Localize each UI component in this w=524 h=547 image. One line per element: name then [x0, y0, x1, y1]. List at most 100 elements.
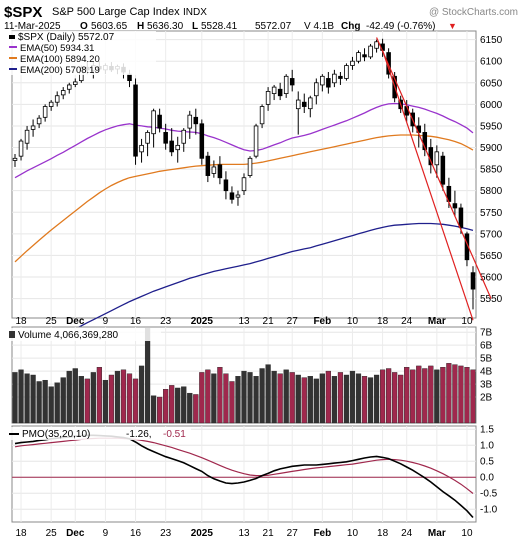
volume-bar	[307, 376, 313, 424]
candle-body	[187, 114, 193, 129]
candle-body	[356, 52, 361, 62]
candle-body	[332, 73, 337, 84]
legend-pmo-value: -1.26,	[126, 429, 152, 440]
volume-bar	[60, 377, 66, 424]
volume-bar	[410, 369, 416, 424]
legend-volume: Volume 4,066,369,280	[18, 330, 119, 341]
volume-bar	[289, 372, 295, 424]
legend-ema200: EMA(200) 5708.19	[20, 65, 100, 76]
pmo-tick-label: 1.5	[480, 425, 494, 436]
x-tick-label: 10	[461, 316, 473, 327]
x-tick-label: 25	[46, 316, 58, 327]
candle-body	[308, 97, 313, 110]
candle-body	[350, 60, 355, 66]
volume-bar	[428, 365, 434, 424]
volume-bar	[48, 386, 54, 424]
x-tick-label: 13	[238, 528, 250, 539]
candle-body	[157, 114, 162, 129]
volume-panel: 2B 3B 4B 5B 6B 7B	[11, 326, 493, 424]
x-tick-label: 10	[461, 528, 473, 539]
candle-body	[283, 75, 289, 94]
chg-down-icon: ▼	[448, 21, 457, 31]
candle-body	[145, 132, 150, 144]
watermark: @ StockCharts.com	[429, 7, 518, 18]
volume-bar	[102, 379, 109, 424]
price-tick-label: 5750	[480, 208, 503, 219]
volume-tick-label: 6B	[480, 341, 493, 352]
volume-bar	[169, 385, 175, 424]
chg-value: -42.49 (-0.76%)	[366, 21, 435, 32]
candle-body	[235, 194, 241, 198]
candle-body	[163, 132, 168, 144]
candle-body	[320, 75, 325, 86]
volume-tick-label: 4B	[480, 367, 493, 378]
candle-body	[314, 82, 319, 97]
volume-bar	[114, 370, 121, 424]
x-tick-label: 2025	[191, 316, 214, 327]
x-tick-label: 9	[103, 528, 109, 539]
pmo-legend: PMO(35,20,10) -1.26, -0.51	[6, 427, 191, 440]
volume-bar	[30, 374, 36, 424]
candle-body	[42, 106, 48, 118]
candle-body	[440, 155, 446, 185]
volume-bar	[54, 382, 60, 424]
candle-body	[193, 116, 199, 125]
x-tick-label: Mar	[428, 528, 446, 539]
candle-body	[458, 207, 464, 228]
candle-body	[301, 101, 307, 107]
chg-label: Chg	[341, 21, 360, 32]
volume-tick-label: 2B	[480, 393, 493, 404]
price-tick-label: 5550	[480, 294, 503, 305]
x-tick-label: 23	[160, 528, 172, 539]
x-tick-label: 2025	[191, 528, 214, 539]
candle-body	[18, 140, 24, 157]
candle-body	[217, 164, 223, 179]
candle-body	[133, 84, 138, 157]
price-tick-label: 6150	[480, 35, 503, 46]
volume-bar	[301, 377, 307, 424]
x-tick-label: 21	[263, 316, 275, 327]
x-tick-label: 18	[15, 528, 27, 539]
volume-bar	[108, 374, 115, 424]
x-tick-label: 16	[130, 528, 142, 539]
x-tick-label: Feb	[313, 316, 331, 327]
candle-body	[48, 101, 54, 107]
volume-bar	[42, 379, 48, 424]
x-tick-label: Feb	[313, 528, 331, 539]
volume-bar	[319, 373, 325, 424]
volume-bar	[446, 363, 452, 424]
x-tick-label: 27	[287, 528, 299, 539]
candle-body	[24, 129, 30, 144]
candle-body	[338, 75, 343, 79]
volume-bar	[157, 396, 163, 424]
pmo-tick-label: 0.5	[480, 457, 494, 468]
price-tick-label: 5850	[480, 165, 503, 176]
exchange-label: INDX	[183, 7, 207, 18]
candle-body	[199, 123, 205, 159]
price-tick-label: 5650	[480, 251, 503, 262]
candle-body	[295, 99, 301, 110]
x-tick-label: Dec	[66, 316, 85, 327]
volume-bar	[72, 368, 78, 424]
high-value: 5636.30	[147, 21, 184, 32]
x-tick-label: Dec	[66, 528, 85, 539]
volume-value: V 4.1B	[304, 21, 334, 32]
x-tick-label: 18	[15, 316, 27, 327]
candle-body	[181, 129, 187, 144]
pmo-tick-label: 0.0	[480, 473, 494, 484]
volume-bar	[265, 364, 271, 424]
close-value: 5572.07	[255, 21, 292, 32]
volume-bar	[386, 368, 392, 424]
volume-tick-label: 7B	[480, 328, 493, 339]
price-tick-label: 5950	[480, 121, 503, 132]
x-tick-label: 27	[287, 316, 299, 327]
volume-bar	[277, 373, 283, 424]
volume-bar	[331, 376, 337, 424]
ema50-line	[14, 102, 474, 179]
volume-bar	[367, 377, 374, 424]
volume-bar	[422, 368, 428, 424]
volume-bar	[193, 394, 199, 424]
volume-bar	[259, 368, 265, 424]
high-label: H	[137, 21, 144, 32]
price-legend: $SPX (Daily) 5572.07 EMA(50) 5934.31 EMA…	[6, 31, 156, 76]
